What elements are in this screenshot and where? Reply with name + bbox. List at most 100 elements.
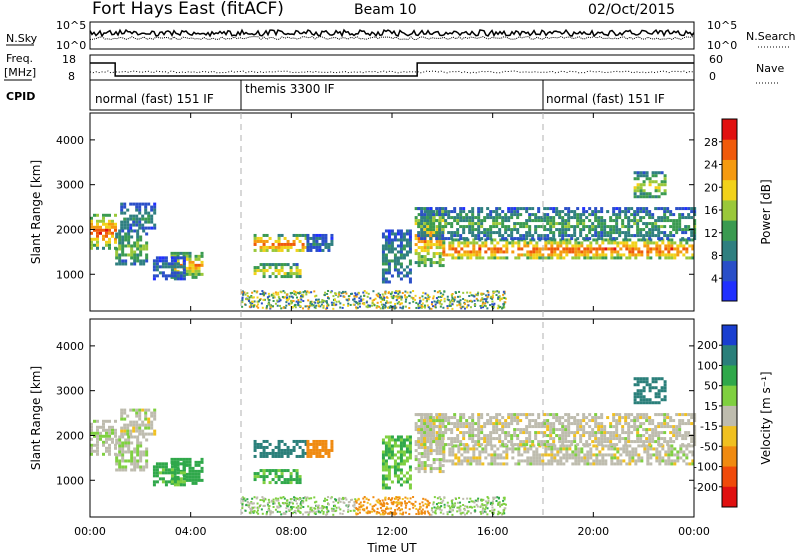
power-cell (457, 250, 460, 253)
power-cell (582, 225, 585, 228)
power-cell (144, 203, 147, 206)
velocity-cell (447, 428, 450, 431)
power-cell (628, 247, 631, 250)
velocity-cell (406, 480, 409, 483)
velocity-cell (382, 462, 385, 465)
velocity-cell (121, 453, 124, 456)
velocity-cell (418, 461, 421, 464)
velocity-cell (571, 453, 574, 456)
velocity-cell (492, 416, 495, 419)
power-cell (558, 234, 561, 237)
power-cell (132, 221, 135, 224)
velocity-cell (284, 481, 287, 484)
velocity-cell (504, 434, 507, 437)
power-cell (517, 244, 520, 247)
power-cell (124, 235, 127, 238)
power-cell (565, 247, 568, 250)
velocity-cell (552, 431, 555, 434)
power-cell (139, 253, 142, 256)
power-cell (631, 247, 634, 250)
velocity-cell (498, 440, 501, 443)
power-cell (290, 275, 293, 278)
velocity-cell (651, 431, 654, 434)
velocity-cell (394, 444, 397, 447)
power-cell (516, 213, 519, 216)
velocity-cell (681, 437, 684, 440)
power-cell (465, 216, 468, 219)
power-cell (658, 186, 661, 189)
power-cell (284, 272, 287, 275)
power-cell (643, 183, 646, 186)
power-cell (118, 247, 121, 250)
velocity-cell (450, 416, 453, 419)
power-cell (381, 304, 383, 306)
velocity-cell (447, 416, 450, 419)
velocity-cell (324, 452, 327, 455)
power-cell (102, 247, 105, 250)
power-cell (649, 180, 652, 183)
velocity-cell (147, 421, 150, 424)
velocity-cell (564, 413, 567, 416)
power-cell (661, 250, 664, 253)
velocity-cell (432, 511, 434, 513)
power-cell (493, 244, 496, 247)
velocity-cell (133, 447, 136, 450)
power-cell (636, 207, 639, 210)
velocity-cell (688, 462, 691, 465)
power-cell (145, 232, 148, 235)
velocity-cell (514, 462, 517, 465)
velocity-cell (492, 431, 495, 434)
power-cell (501, 298, 503, 300)
velocity-cell (296, 469, 299, 472)
velocity-cell (516, 443, 519, 446)
velocity-cell (621, 425, 624, 428)
power-cell (412, 301, 414, 303)
power-cell (609, 234, 612, 237)
power-cell (501, 210, 504, 213)
power-cell (322, 307, 324, 309)
velocity-cell (525, 437, 528, 440)
power-cell (684, 228, 687, 231)
velocity-cell (586, 459, 589, 462)
velocity-cell (426, 506, 428, 508)
velocity-cell (486, 419, 489, 422)
power-cell (670, 247, 673, 250)
velocity-cell (501, 431, 504, 434)
power-cell (171, 262, 174, 265)
velocity-cell (493, 459, 496, 462)
power-cell (376, 305, 378, 307)
nsearch-line (90, 37, 693, 40)
power-cell (298, 292, 300, 294)
velocity-cell (522, 413, 525, 416)
power-cell (618, 231, 621, 234)
power-cell (645, 210, 648, 213)
velocity-cell (546, 440, 549, 443)
power-cell (427, 304, 429, 306)
power-cell (685, 241, 688, 244)
power-cell (171, 271, 174, 274)
velocity-cell (640, 401, 643, 404)
power-cell (123, 212, 126, 215)
power-cell (498, 291, 500, 293)
velocity-cell (687, 443, 690, 446)
velocity-cell (630, 419, 633, 422)
power-cell (535, 253, 538, 256)
velocity-cell (330, 446, 333, 449)
velocity-cell (600, 413, 603, 416)
velocity-cell (589, 456, 592, 459)
velocity-cell (492, 422, 495, 425)
velocity-cell (583, 453, 586, 456)
velocity-cell (400, 468, 403, 471)
power-cell (162, 262, 165, 265)
velocity-cell (540, 440, 543, 443)
power-cell (432, 210, 435, 213)
power-cell (397, 232, 400, 235)
power-cell (510, 216, 513, 219)
velocity-cell (618, 440, 621, 443)
power-cell (385, 259, 388, 262)
velocity-cell (661, 447, 664, 450)
velocity-cell (484, 447, 487, 450)
velocity-cell (666, 443, 669, 446)
velocity-cell (474, 443, 477, 446)
power-cell (678, 228, 681, 231)
